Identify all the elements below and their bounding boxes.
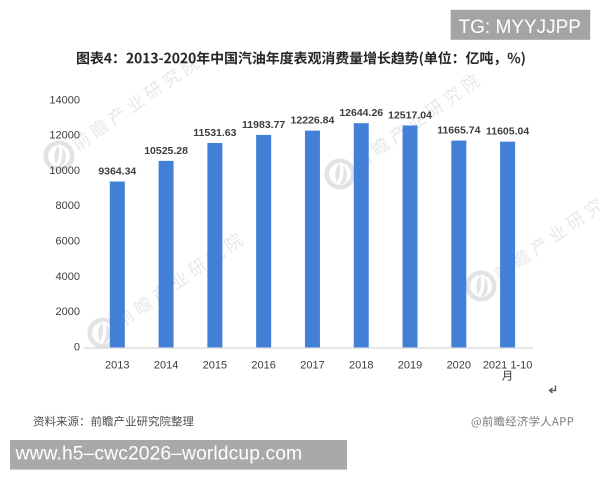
svg-text:11531.63: 11531.63 [193, 127, 236, 139]
svg-text:2016: 2016 [251, 359, 275, 371]
svg-text:2017: 2017 [300, 359, 324, 371]
svg-text:2019: 2019 [398, 359, 422, 371]
svg-text:12000: 12000 [49, 130, 80, 142]
svg-text:2018: 2018 [349, 359, 373, 371]
svg-text:6000: 6000 [56, 235, 80, 247]
svg-text:2021 1-10: 2021 1-10 [483, 359, 533, 371]
svg-text:2020: 2020 [447, 359, 471, 371]
svg-text:11983.77: 11983.77 [242, 119, 285, 131]
svg-text:2000: 2000 [56, 306, 80, 318]
svg-text:12517.04: 12517.04 [388, 109, 432, 121]
svg-text:www.h5–cwc2026–worldcup.com: www.h5–cwc2026–worldcup.com [15, 444, 303, 465]
svg-text:10000: 10000 [49, 165, 80, 177]
svg-text:9364.34: 9364.34 [98, 166, 136, 178]
svg-text:2014: 2014 [154, 359, 178, 371]
svg-text:8000: 8000 [56, 200, 80, 212]
svg-text:2013: 2013 [105, 359, 129, 371]
svg-text:11605.04: 11605.04 [486, 126, 529, 138]
svg-text:TG: MYYJJPP: TG: MYYJJPP [459, 17, 581, 38]
svg-text:2015: 2015 [203, 359, 227, 371]
svg-text:11665.74: 11665.74 [437, 125, 480, 137]
svg-text:10525.28: 10525.28 [144, 145, 188, 157]
svg-text:14000: 14000 [49, 94, 80, 106]
svg-text:12226.84: 12226.84 [291, 115, 335, 127]
svg-text:4000: 4000 [56, 271, 80, 283]
svg-text:12644.26: 12644.26 [339, 107, 383, 119]
svg-text:0: 0 [74, 341, 80, 353]
